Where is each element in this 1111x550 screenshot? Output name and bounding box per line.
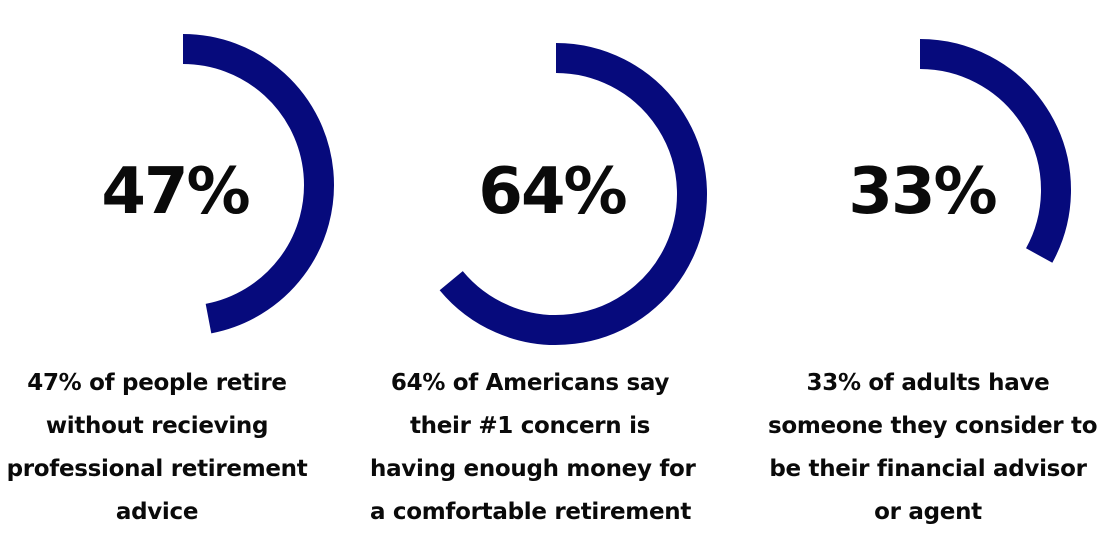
caption-2: 64% of Americans say their #1 concern is…: [370, 362, 696, 534]
caption-2-line-2: their #1 concern is: [409, 413, 651, 439]
caption-3-line-4: or agent: [874, 499, 982, 525]
percent-value-1: 47%: [101, 155, 250, 229]
caption-1: 47% of people retire without recieving p…: [0, 362, 317, 534]
ring-chart-1: 47%: [0, 0, 370, 350]
caption-1-line-2: without recieving: [45, 413, 269, 439]
progress-arc-3: [919, 39, 1071, 263]
ring-svg-2: [439, 43, 707, 345]
caption-3-line-1: 33% of adults have: [806, 370, 1050, 396]
caption-2-line-1: 64% of Americans say: [390, 370, 670, 396]
caption-1-line-3: professional retirement: [6, 456, 308, 482]
percent-value-3: 33%: [848, 155, 997, 229]
stat-3: 33% 33% of adults have someone they cons…: [740, 0, 1110, 550]
stat-1: 47% 47% of people retire without recievi…: [0, 0, 370, 550]
stat-2: 64% 64% of Americans say their #1 concer…: [370, 0, 740, 550]
progress-arc-1: [182, 34, 334, 334]
caption-1-line-4: advice: [115, 499, 199, 525]
caption-2-line-3: having enough money for: [370, 456, 696, 482]
caption-1-line-1: 47% of people retire: [27, 370, 287, 396]
caption-2-line-4: a comfortable retirement: [370, 499, 692, 525]
caption-3: 33% of adults have someone they consider…: [768, 362, 1098, 534]
caption-3-line-3: be their financial advisor: [769, 456, 1087, 482]
progress-arc-2: [439, 43, 707, 345]
percent-value-2: 64%: [478, 155, 627, 229]
caption-3-line-2: someone they consider to: [768, 413, 1098, 439]
ring-chart-2: 64%: [370, 0, 740, 350]
ring-svg-1: [182, 34, 334, 334]
ring-chart-3: 33%: [740, 0, 1110, 350]
ring-svg-3: [919, 39, 1071, 263]
